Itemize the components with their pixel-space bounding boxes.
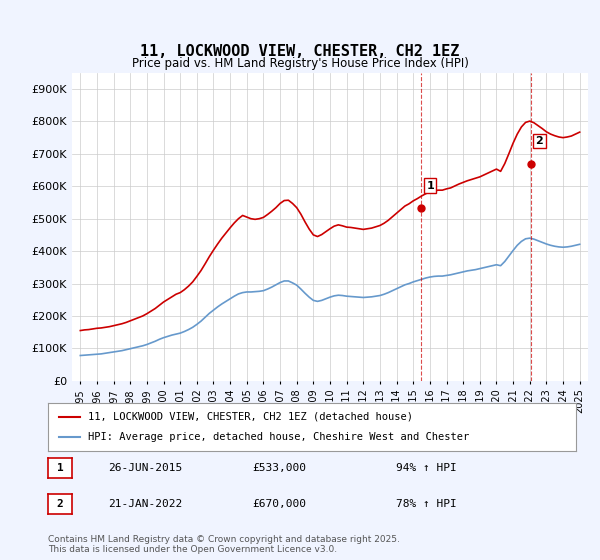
Text: 1: 1	[56, 463, 64, 473]
Text: 21-JAN-2022: 21-JAN-2022	[108, 499, 182, 509]
Text: Contains HM Land Registry data © Crown copyright and database right 2025.
This d: Contains HM Land Registry data © Crown c…	[48, 535, 400, 554]
Text: Price paid vs. HM Land Registry's House Price Index (HPI): Price paid vs. HM Land Registry's House …	[131, 57, 469, 70]
Text: 11, LOCKWOOD VIEW, CHESTER, CH2 1EZ (detached house): 11, LOCKWOOD VIEW, CHESTER, CH2 1EZ (det…	[88, 412, 413, 422]
Text: 2: 2	[56, 499, 64, 509]
Text: 2: 2	[536, 136, 544, 146]
Text: 26-JUN-2015: 26-JUN-2015	[108, 463, 182, 473]
Text: £533,000: £533,000	[252, 463, 306, 473]
Text: 11, LOCKWOOD VIEW, CHESTER, CH2 1EZ: 11, LOCKWOOD VIEW, CHESTER, CH2 1EZ	[140, 44, 460, 59]
Text: 78% ↑ HPI: 78% ↑ HPI	[396, 499, 457, 509]
Text: HPI: Average price, detached house, Cheshire West and Chester: HPI: Average price, detached house, Ches…	[88, 432, 469, 442]
Text: £670,000: £670,000	[252, 499, 306, 509]
Text: 1: 1	[427, 180, 434, 190]
Text: 94% ↑ HPI: 94% ↑ HPI	[396, 463, 457, 473]
